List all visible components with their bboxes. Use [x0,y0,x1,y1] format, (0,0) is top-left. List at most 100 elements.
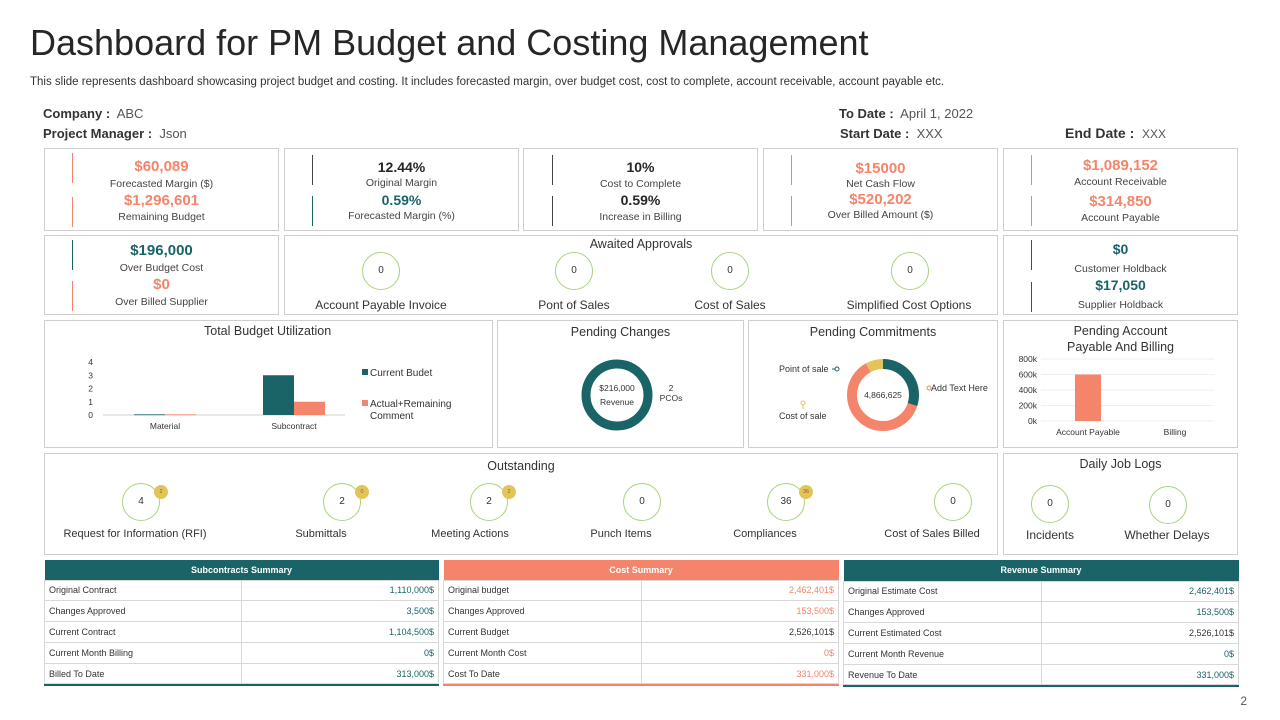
bar-material-0 [134,414,165,416]
accent-bar [1031,196,1032,226]
accent-bar [791,196,792,226]
kpi-card-cost-to-complete: 10% Cost to Complete 0.59% Increase in B… [523,148,758,231]
row-label: Current Contract [44,621,242,643]
legend-swatch-current [362,369,368,375]
outstanding-label: Submittals [295,528,347,540]
donut-center-label: Revenue [600,397,634,407]
kpi-card-receivable: $1,089,152 Account Receivable $314,850 A… [1003,148,1238,231]
delays-count-circle[interactable]: 0 [1149,486,1187,524]
row-value: 153,500$ [1040,601,1239,624]
outstanding-label: Compliances [733,528,797,540]
supplier-holdback-value: $17,050 [1095,277,1146,293]
outstanding-count-circle[interactable]: 2 [323,483,361,521]
cost-of-sale-arc [847,359,919,431]
accent-bar [72,153,73,183]
row-label: Original Contract [44,579,242,602]
outstanding-label: Meeting Actions [431,528,509,540]
outstanding-badge: 36 [799,485,813,499]
y-tick-label: 0k [1028,416,1038,426]
table-row: Original budget 2,462,401$ [443,579,839,602]
supplier-holdback-label: Supplier Holdback [1077,299,1164,311]
subcontracts-summary-title: Subcontracts Summary [44,560,439,580]
pending-account-chart: 0k 200k 400k 600k 800k Account Payable Billin… [1019,354,1214,437]
approval-count-circle[interactable]: 0 [555,252,593,290]
accent-bar [552,196,553,226]
outstanding-count-circle[interactable]: 2 [470,483,508,521]
remaining-budget-label: Remaining Budget [118,211,205,223]
forecasted-margin-label: Forecasted Margin ($) [109,178,214,190]
table-row: Billed To Date 313,000$ [44,662,439,685]
account-payable-label: Account Payable [1081,212,1160,224]
pending-changes-card: Pending Changes $216,000 Revenue 2 PCOs [497,320,744,448]
table-row: Current Month Revenue 0$ [843,642,1239,665]
pending-account-title-2: Payable And Billing [1066,340,1175,354]
over-budget-cost-value: $196,000 [130,242,193,259]
over-billed-supplier-value: $0 [153,276,170,293]
outstanding-count-circle[interactable]: 36 [767,483,805,521]
bar-subcontract-1 [294,401,325,415]
table-row: Changes Approved 153,500$ [443,600,839,623]
pending-changes-title: Pending Changes [570,325,671,339]
original-margin-value: 12.44% [377,159,426,175]
net-cash-flow-label: Net Cash Flow [846,178,915,190]
x-category-label: Account Payable [1056,427,1120,437]
donut-ring [581,359,653,431]
kpi-card-margin: $60,089 Forecasted Margin ($) $1,296,601… [44,148,279,231]
row-label: Revenue To Date [843,663,1042,686]
accent-bar [72,197,73,227]
over-billed-amount-value: $520,202 [849,191,912,208]
outstanding-label: Request for Information (RFI) [63,528,207,540]
subcontracts-summary-table: Subcontracts Summary Original Contract 1,… [44,560,439,687]
row-label: Current Month Revenue [843,642,1042,665]
outstanding-count-circle[interactable]: 0 [934,483,972,521]
row-value: 313,000$ [241,662,439,685]
donut-center-value: 4,866,625 [864,390,902,400]
table-row: Original Estimate Cost 2,462,401$ [843,580,1239,603]
row-label: Current Month Billing [44,641,242,664]
y-tick-label: 4 [88,357,93,367]
customer-holdback-label: Customer Holdback [1074,263,1167,275]
outstanding-label: Cost of Sales Billed [884,528,980,540]
to-date-info: To Date : April 1, 2022 [839,106,974,121]
y-tick-label: 1 [88,397,93,407]
revenue-summary-title: Revenue Summary [843,560,1239,581]
remaining-budget-value: $1,296,601 [123,192,200,209]
row-label: Original Estimate Cost [843,580,1042,603]
row-value: 2,462,401$ [640,579,839,602]
company-info: Company : ABC [43,106,144,121]
outstanding-count-circle[interactable]: 0 [623,483,661,521]
row-label: Current Estimated Cost [843,622,1042,644]
incidents-count-circle[interactable]: 0 [1031,485,1069,523]
legend-comment: Comment [370,411,414,422]
pco-count: 2 [669,383,674,393]
pco-label: PCOs [660,393,683,403]
row-label: Cost To Date [443,662,642,685]
accent-bar [552,155,553,185]
approval-count-circle[interactable]: 0 [711,252,749,290]
incidents-label: Incidents [1025,528,1075,542]
accent-bar [72,281,73,311]
over-budget-cost-label: Over Budget Cost [119,262,204,274]
row-value: 0$ [1040,642,1239,665]
row-label: Current Month Cost [443,641,642,664]
row-value: 331,000$ [640,662,839,685]
approval-label: Cost of Sales [694,298,766,312]
pending-commitments-donut: 4,866,625 Point of sale Cost of sale Add… [779,359,988,431]
pending-commitments-title: Pending Commitments [809,325,937,339]
approval-count-circle[interactable]: 0 [891,252,929,290]
legend-actual-remaining: Actual+Remaining [370,399,451,410]
start-date-info: Start Date : XXX [840,126,943,141]
page-title: Dashboard for PM Budget and Costing Mana… [30,22,869,63]
pending-commitments-card: Pending Commitments 4,866,625 Point of s… [748,320,998,448]
table-row: Cost To Date 331,000$ [443,662,839,685]
customer-holdback-value: $0 [1112,241,1129,257]
approval-count-circle[interactable]: 0 [362,252,400,290]
row-label: Billed To Date [44,662,242,685]
kpi-card-over-budget: $196,000 Over Budget Cost $0 Over Billed… [44,235,279,315]
outstanding-count-circle[interactable]: 4 [122,483,160,521]
outstanding-badge: 2 [502,485,516,499]
row-value: 2,526,101$ [1040,622,1239,644]
table-row: Current Contract 1,104,500$ [44,621,439,643]
bar-subcontract-0 [263,375,294,415]
